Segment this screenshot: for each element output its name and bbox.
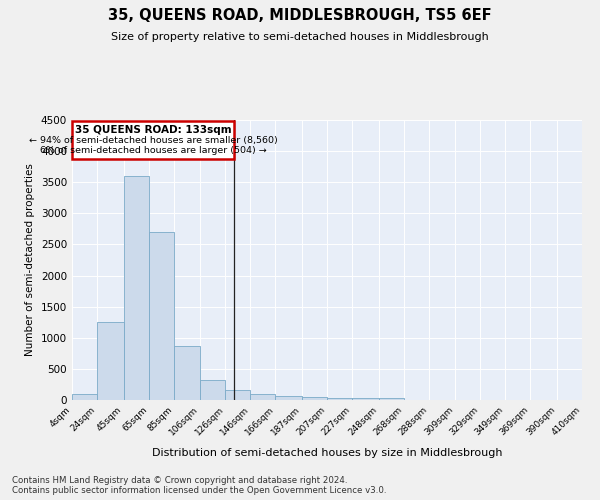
Bar bbox=[275, 396, 302, 400]
Bar bbox=[379, 398, 404, 400]
Bar bbox=[72, 394, 97, 400]
Bar bbox=[97, 322, 124, 400]
Text: 35 QUEENS ROAD: 133sqm: 35 QUEENS ROAD: 133sqm bbox=[75, 124, 232, 134]
Text: Size of property relative to semi-detached houses in Middlesbrough: Size of property relative to semi-detach… bbox=[111, 32, 489, 42]
Bar bbox=[124, 176, 149, 400]
Bar bbox=[250, 394, 275, 400]
Y-axis label: Number of semi-detached properties: Number of semi-detached properties bbox=[25, 164, 35, 356]
Bar bbox=[352, 398, 379, 400]
Bar bbox=[72, 121, 234, 159]
Bar bbox=[149, 232, 174, 400]
Bar bbox=[327, 398, 352, 400]
Bar bbox=[174, 346, 200, 400]
X-axis label: Distribution of semi-detached houses by size in Middlesbrough: Distribution of semi-detached houses by … bbox=[152, 448, 502, 458]
Text: 6% of semi-detached houses are larger (504) →: 6% of semi-detached houses are larger (5… bbox=[40, 146, 266, 156]
Text: Contains HM Land Registry data © Crown copyright and database right 2024.
Contai: Contains HM Land Registry data © Crown c… bbox=[12, 476, 386, 495]
Text: ← 94% of semi-detached houses are smaller (8,560): ← 94% of semi-detached houses are smalle… bbox=[29, 136, 277, 144]
Text: 35, QUEENS ROAD, MIDDLESBROUGH, TS5 6EF: 35, QUEENS ROAD, MIDDLESBROUGH, TS5 6EF bbox=[108, 8, 492, 22]
Bar bbox=[302, 397, 327, 400]
Bar bbox=[200, 380, 225, 400]
Bar bbox=[225, 390, 250, 400]
